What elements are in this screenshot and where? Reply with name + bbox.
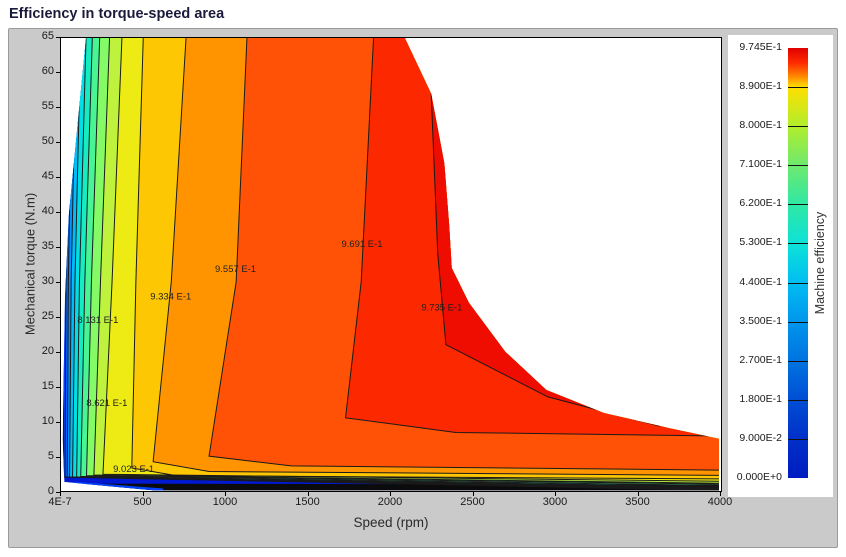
contour-line-12 <box>208 38 720 471</box>
x-tick-label: 1500 <box>295 496 320 508</box>
contour-line-9 <box>102 38 720 482</box>
x-tick-label: 2000 <box>377 496 403 508</box>
y-tick-label: 55 <box>41 100 54 112</box>
colorbar-tick-label: 2.700E-1 <box>739 353 782 366</box>
x-tick <box>307 492 309 496</box>
y-tick-label: 50 <box>41 135 54 147</box>
x-tick <box>142 492 144 496</box>
y-tick <box>56 282 60 283</box>
contour-label: 8.131 E-1 <box>77 315 118 326</box>
contour-line-14 <box>430 93 660 427</box>
contour-label: 9.334 E-1 <box>150 291 191 302</box>
x-tick <box>472 492 474 496</box>
x-tick <box>225 492 226 496</box>
x-tick-label: 3500 <box>625 496 650 508</box>
contour-line-8 <box>93 38 720 484</box>
y-tick-label: 25 <box>41 310 54 322</box>
y-tick-label: 20 <box>41 345 54 357</box>
y-tick <box>56 72 60 73</box>
colorbar-tick-label: 1.800E-1 <box>739 392 782 405</box>
colorbar-tick-label: 9.000E-2 <box>739 431 782 444</box>
y-tick-label: 35 <box>41 240 54 252</box>
y-tick <box>56 317 60 318</box>
contour-line-13 <box>344 38 720 437</box>
y-tick <box>56 387 60 388</box>
y-tick-label: 30 <box>41 275 54 287</box>
y-tick-label: 40 <box>41 205 54 217</box>
y-tick <box>56 212 60 213</box>
x-tick-label: 4000 <box>707 496 733 508</box>
colorbar-tick <box>788 321 808 323</box>
contour-line-10 <box>131 38 720 480</box>
contour-label: 9.023 E-1 <box>113 464 154 475</box>
x-tick-label: 500 <box>133 496 152 508</box>
contour-line-6 <box>80 38 720 486</box>
colorbar-tick <box>788 126 808 128</box>
colorbar-tick-label: 8.900E-1 <box>739 80 782 93</box>
y-tick-label: 0 <box>47 485 54 497</box>
colorbar-tick <box>788 438 808 440</box>
band-13 <box>345 38 720 436</box>
colorbar-tick <box>788 165 808 167</box>
low-torque-blue-sliver <box>74 481 164 491</box>
x-tick-label: 4E-7 <box>48 496 72 508</box>
colorbar-tick-label: 6.200E-1 <box>739 197 782 210</box>
contour-label: 8.621 E-1 <box>86 398 127 409</box>
y-tick <box>56 352 60 353</box>
colorbar-tick <box>788 282 808 284</box>
colorbar-tick-label: 4.400E-1 <box>739 275 782 288</box>
y-tick <box>56 492 60 493</box>
colorbar-tick-label: 8.000E-1 <box>739 119 782 132</box>
y-tick <box>56 247 60 248</box>
contour-line-5 <box>76 38 720 488</box>
x-tick-label: 1000 <box>212 496 238 508</box>
y-tick-label: 10 <box>41 415 54 427</box>
colorbar-tick <box>788 399 808 401</box>
contour-label: 9.735 E-1 <box>421 303 462 314</box>
y-tick-label: 60 <box>41 65 54 77</box>
y-tick <box>56 37 60 38</box>
x-tick <box>720 492 721 496</box>
colorbar-tick-label: 7.100E-1 <box>739 158 782 171</box>
colorbar-title: Machine efficiency <box>813 211 827 315</box>
x-tick <box>555 492 556 496</box>
y-tick <box>56 142 60 143</box>
contour-line-7 <box>86 38 720 485</box>
x-axis-title: Speed (rpm) <box>353 515 429 530</box>
efficiency-contour-map[interactable]: 8.131 E-1 8.621 E-1 9.023 E-1 9.334 E-1 9.55… <box>61 38 721 491</box>
y-tick-label: 15 <box>41 380 54 392</box>
colorbar-tick-label: 9.745E-1 <box>739 41 782 53</box>
y-tick-label: 5 <box>47 450 54 462</box>
colorbar-tick-label: 5.300E-1 <box>739 236 782 249</box>
y-tick-label: 45 <box>41 170 54 182</box>
x-tick-label: 2500 <box>460 496 485 508</box>
x-tick <box>60 492 61 496</box>
colorbar-tick-label: 0.000E+0 <box>736 471 782 483</box>
page-title: Efficiency in torque-speed area <box>9 6 225 22</box>
contour-label: 9.691 E-1 <box>341 239 382 250</box>
contour-label: 9.557 E-1 <box>215 264 256 275</box>
colorbar-gradient <box>788 48 808 478</box>
colorbar-tick <box>788 243 808 245</box>
colorbar-tick <box>788 87 808 89</box>
x-tick-label: 3000 <box>542 496 568 508</box>
y-tick <box>56 422 60 423</box>
y-axis-title: Mechanical torque (N.m) <box>22 192 38 336</box>
colorbar-panel <box>728 35 833 497</box>
contour-line-11 <box>152 38 720 476</box>
colorbar-tick-label: 3.500E-1 <box>739 314 782 327</box>
y-tick-label: 65 <box>41 30 54 42</box>
x-tick <box>637 492 639 496</box>
y-tick <box>56 457 60 458</box>
colorbar-tick <box>788 204 808 206</box>
x-tick <box>390 492 391 496</box>
y-tick <box>56 107 60 108</box>
colorbar-tick <box>788 360 808 362</box>
plot-area[interactable]: 8.131 E-1 8.621 E-1 9.023 E-1 9.334 E-1 9.55… <box>60 37 722 492</box>
y-tick <box>56 177 60 178</box>
